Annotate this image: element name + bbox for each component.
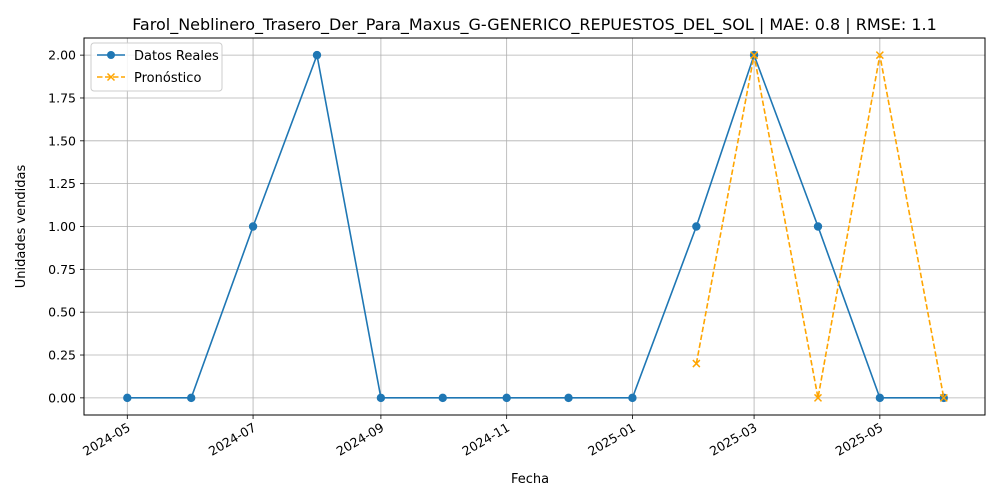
chart-title: Farol_Neblinero_Trasero_Der_Para_Maxus_G… (132, 15, 937, 35)
y-tick-label: 1.00 (48, 219, 76, 234)
data-point-forecast (813, 393, 823, 402)
data-point-forecast (939, 393, 948, 402)
y-tick-label: 0.25 (48, 348, 76, 363)
y-tick-label: 1.50 (48, 133, 76, 148)
data-point-real (376, 393, 386, 403)
series-layer (123, 50, 948, 403)
y-tick-label: 1.75 (48, 90, 76, 105)
data-point-real (123, 393, 132, 403)
y-tick-label: 0.00 (48, 390, 76, 405)
y-tick-label: 2.00 (48, 48, 76, 63)
data-point-forecast (875, 51, 884, 60)
x-axis-label: Fecha (511, 472, 549, 487)
data-point-real (502, 393, 511, 403)
legend-marker-real (107, 51, 115, 59)
data-point-forecast (750, 51, 759, 60)
y-axis-label: Unidades vendidas (14, 165, 29, 289)
data-point-real (813, 222, 823, 231)
legend-label-real: Datos Reales (134, 49, 219, 64)
legend: Datos Reales Pronóstico (90, 42, 223, 92)
data-point-real (692, 222, 701, 231)
legend-label-forecast: Pronóstico (134, 71, 201, 86)
data-point-real (438, 393, 447, 403)
y-tick-label: 0.50 (48, 305, 76, 320)
legend-marker-forecast (106, 72, 116, 82)
data-point-real (248, 222, 258, 231)
series-line-datos-reales (127, 54, 944, 399)
data-point-real (564, 393, 573, 403)
y-tick-label: 1.25 (48, 176, 76, 191)
data-point-forecast (692, 359, 701, 368)
data-point-real (875, 393, 885, 403)
data-point-real (187, 393, 196, 403)
data-point-real (312, 50, 322, 60)
data-point-real (628, 393, 637, 403)
series-line-pronostico (695, 54, 945, 399)
y-tick-label: 0.75 (48, 262, 76, 277)
